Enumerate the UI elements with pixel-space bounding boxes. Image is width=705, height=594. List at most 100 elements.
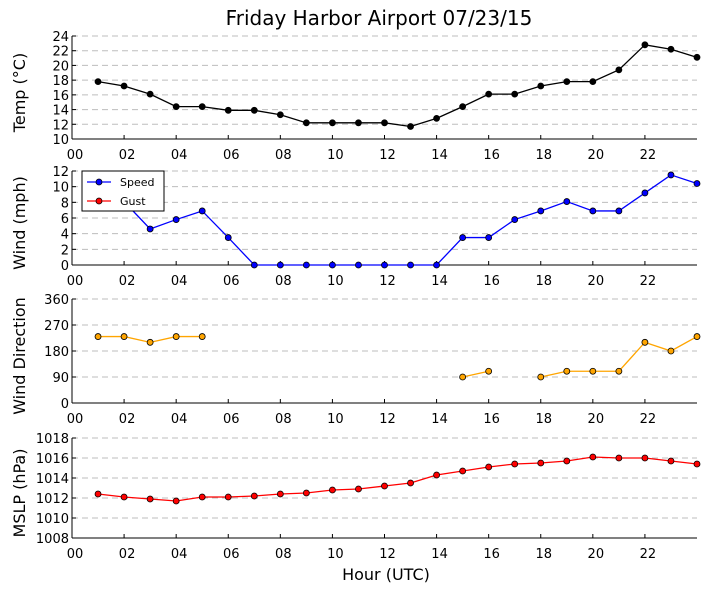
x-tick-label: 00 — [67, 274, 84, 289]
data-point — [667, 45, 675, 53]
y-tick-label: 10 — [52, 181, 69, 196]
x-tick-label: 08 — [275, 547, 292, 562]
data-point — [198, 103, 206, 111]
x-tick-label: 14 — [431, 274, 448, 289]
x-tick-label: 14 — [431, 547, 448, 562]
x-tick-label: 00 — [67, 412, 84, 427]
data-point — [433, 115, 440, 122]
data-point — [381, 261, 388, 269]
x-tick-label: 14 — [431, 148, 448, 163]
series-line-p4-0 — [97, 456, 698, 502]
data-point — [485, 234, 493, 241]
x-tick-label: 06 — [223, 148, 240, 163]
data-point — [667, 171, 675, 179]
x-tick-label: 06 — [223, 274, 240, 289]
x-tick-label: 08 — [275, 148, 292, 163]
data-point — [146, 225, 154, 233]
data-point — [693, 333, 701, 340]
data-point — [94, 333, 102, 340]
data-point — [459, 373, 467, 381]
data-point — [693, 53, 701, 61]
y-tick-label: 1010 — [36, 512, 69, 527]
data-point — [563, 457, 571, 465]
x-axis-label: Hour (UTC) — [342, 565, 430, 584]
data-point — [198, 333, 206, 340]
y-tick-label: 1014 — [36, 472, 69, 487]
y-tick-label: 22 — [52, 45, 69, 60]
data-point — [355, 485, 362, 493]
x-tick-label: 12 — [379, 274, 396, 289]
data-point — [120, 333, 128, 340]
data-point — [172, 103, 180, 111]
x-tick-label: 06 — [223, 412, 240, 427]
x-tick-label: 16 — [483, 547, 500, 562]
data-point — [302, 489, 310, 497]
x-tick-label: 06 — [223, 547, 240, 562]
data-point — [563, 78, 571, 86]
data-point — [94, 78, 102, 86]
y-tick-label: 90 — [52, 371, 69, 386]
legend: Speed Gust — [81, 170, 165, 212]
data-point — [172, 216, 180, 223]
x-tick-label: 10 — [327, 412, 344, 427]
data-point — [693, 460, 701, 468]
data-point — [563, 198, 571, 205]
data-point — [615, 454, 623, 462]
x-tick-label: 18 — [535, 148, 552, 163]
data-point — [667, 347, 675, 355]
x-tick-label: 18 — [535, 547, 552, 562]
legend-label-speed: Speed — [120, 176, 154, 189]
data-point — [224, 106, 232, 114]
data-point — [329, 119, 336, 127]
x-tick-label: 12 — [379, 547, 396, 562]
data-point — [563, 367, 571, 375]
x-tick-label: 08 — [275, 412, 292, 427]
data-point — [485, 90, 493, 98]
x-tick-label: 22 — [640, 274, 657, 289]
data-point — [276, 111, 284, 119]
data-point — [146, 90, 154, 98]
data-point — [511, 460, 519, 468]
x-tick-label: 14 — [431, 412, 448, 427]
x-tick-label: 02 — [119, 412, 136, 427]
x-tick-label: 04 — [171, 274, 188, 289]
x-tick-label: 20 — [588, 148, 605, 163]
y-tick-label: 16 — [52, 89, 69, 104]
data-point — [329, 261, 336, 269]
x-tick-label: 04 — [171, 547, 188, 562]
data-point — [302, 119, 310, 127]
data-point — [407, 261, 414, 269]
y-tick-label: 2 — [61, 243, 69, 258]
x-tick-label: 16 — [483, 274, 500, 289]
data-point — [641, 454, 649, 462]
series-line-speed-0 — [98, 174, 698, 266]
x-tick-label: 18 — [535, 274, 552, 289]
data-point — [615, 207, 623, 215]
data-point — [459, 467, 467, 475]
data-point — [407, 479, 414, 487]
x-tick-label: 02 — [119, 148, 136, 163]
y-tick-label: 12 — [52, 118, 69, 133]
series-line-p1-0 — [97, 44, 698, 128]
y-tick-label: 360 — [44, 293, 69, 308]
series-line-p3-1 — [462, 370, 489, 378]
y-axis-label: Temp (°C) — [10, 53, 29, 133]
y-tick-label: 1018 — [36, 432, 69, 447]
x-tick-label: 20 — [588, 274, 605, 289]
legend-box — [81, 170, 165, 212]
y-tick-label: 24 — [52, 30, 69, 45]
data-point — [198, 493, 206, 501]
legend-marker-speed — [95, 178, 103, 186]
data-point — [589, 367, 597, 375]
data-point — [224, 493, 232, 501]
y-axis-label: Wind (mph) — [10, 176, 29, 270]
legend-label-gust: Gust — [120, 195, 146, 208]
data-point — [589, 207, 597, 215]
panel-3: 0 90 180 270 360 00 02 04 06 08 10 12 14 16 18 20 22 Wind… — [10, 293, 701, 427]
x-tick-label: 12 — [379, 412, 396, 427]
data-point — [667, 457, 675, 465]
legend-marker-gust — [95, 197, 103, 205]
data-point — [589, 453, 597, 461]
